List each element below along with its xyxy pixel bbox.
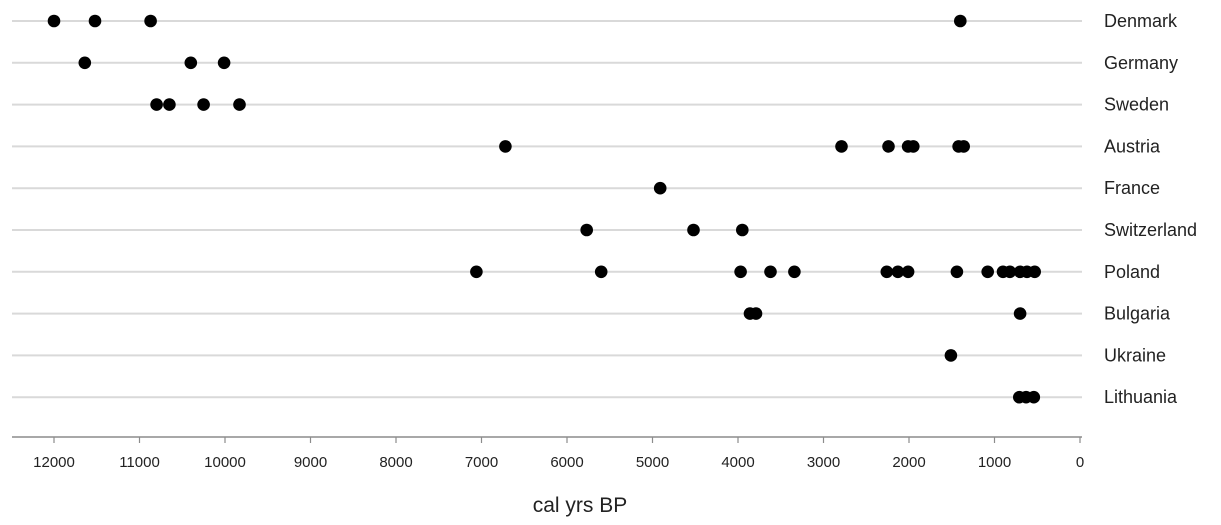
- x-axis: 12000 11000 10000 9000 8000 7000 6000 5000 4000 3…: [12, 436, 1084, 471]
- category-label-bulgaria: Bulgaria: [1104, 304, 1171, 324]
- point-switzerland-2: [736, 223, 749, 237]
- category-labels: Denmark Germany Sweden Austria France Switzer…: [1104, 11, 1197, 407]
- point-switzerland-1: [687, 223, 700, 237]
- data-points: [47, 14, 1041, 404]
- category-label-austria: Austria: [1104, 136, 1161, 156]
- point-sweden-0: [150, 98, 163, 111]
- point-poland-3: [764, 265, 777, 279]
- x-tick-label-3000: 3000: [807, 454, 840, 471]
- category-label-lithuania: Lithuania: [1104, 387, 1178, 407]
- point-austria-0: [499, 140, 512, 153]
- point-lithuania-2: [1027, 390, 1041, 404]
- point-poland-14: [1028, 265, 1041, 279]
- point-sweden-1: [163, 98, 176, 111]
- point-denmark-0: [47, 14, 61, 28]
- point-denmark-3: [954, 14, 967, 28]
- x-tick-label-10000: 10000: [204, 454, 246, 471]
- point-switzerland-0: [580, 223, 593, 237]
- category-rows: [12, 20, 1082, 399]
- category-label-poland: Poland: [1104, 262, 1160, 282]
- point-sweden-2: [197, 98, 210, 111]
- category-label-ukraine: Ukraine: [1104, 345, 1166, 365]
- point-poland-4: [788, 265, 801, 279]
- point-poland-1: [594, 265, 608, 279]
- category-label-sweden: Sweden: [1104, 95, 1169, 115]
- x-tick-label-5000: 5000: [636, 454, 669, 471]
- point-ukraine-0: [944, 349, 958, 362]
- point-germany-2: [217, 56, 231, 70]
- point-poland-9: [981, 265, 994, 279]
- x-tick-label-6000: 6000: [550, 454, 583, 471]
- x-tick-label-4000: 4000: [721, 454, 754, 471]
- category-label-switzerland: Switzerland: [1104, 220, 1197, 240]
- point-austria-1: [835, 140, 848, 153]
- point-denmark-2: [144, 14, 157, 28]
- point-poland-2: [734, 265, 747, 279]
- point-denmark-1: [88, 14, 102, 28]
- point-sweden-3: [233, 98, 246, 111]
- point-poland-5: [880, 265, 894, 279]
- point-poland-6: [891, 265, 905, 279]
- x-axis-title: cal yrs BP: [533, 494, 628, 517]
- x-tick-label-2000: 2000: [892, 454, 925, 471]
- point-poland-8: [950, 265, 964, 279]
- point-germany-1: [184, 56, 198, 70]
- category-label-denmark: Denmark: [1104, 11, 1178, 31]
- point-poland-11: [1003, 265, 1017, 279]
- category-label-france: France: [1104, 178, 1160, 198]
- point-germany-0: [78, 56, 92, 70]
- x-tick-label-8000: 8000: [379, 454, 412, 471]
- point-austria-4: [907, 140, 920, 153]
- x-tick-label-12000: 12000: [33, 454, 75, 471]
- point-bulgaria-1: [749, 307, 763, 320]
- point-austria-6: [957, 140, 970, 153]
- x-tick-label-1000: 1000: [978, 454, 1011, 471]
- point-poland-7: [901, 265, 915, 279]
- x-tick-label-9000: 9000: [294, 454, 327, 471]
- category-label-germany: Germany: [1104, 53, 1178, 73]
- point-austria-2: [882, 140, 895, 153]
- point-france-0: [653, 181, 667, 195]
- point-bulgaria-2: [1013, 307, 1027, 320]
- x-tick-label-7000: 7000: [465, 454, 498, 471]
- x-tick-label-11000: 11000: [119, 454, 160, 471]
- x-tick-label-0: 0: [1076, 454, 1084, 471]
- point-poland-0: [470, 265, 483, 279]
